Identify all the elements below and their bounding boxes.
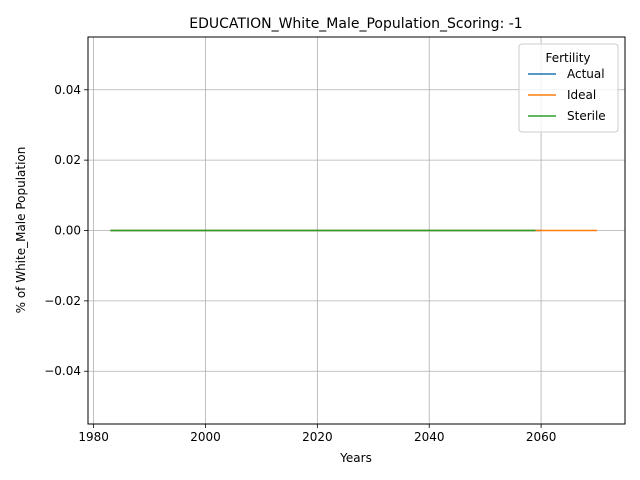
y-tick-label: 0.04 <box>54 83 81 97</box>
legend-entry-sterile: Sterile <box>528 109 606 123</box>
legend-title: Fertility <box>545 51 590 65</box>
legend-label: Actual <box>567 67 605 81</box>
legend-entries: Actual Ideal Sterile <box>528 67 606 123</box>
y-tick-label: −0.02 <box>44 294 81 308</box>
x-tick-label: 2020 <box>302 430 333 444</box>
legend-label: Ideal <box>567 88 596 102</box>
x-tick-label: 1980 <box>78 430 109 444</box>
x-axis-label: Years <box>339 451 372 465</box>
legend: Fertility Actual Ideal Sterile <box>518 43 619 133</box>
x-tick-label: 2000 <box>190 430 221 444</box>
x-tick-label: 2060 <box>526 430 557 444</box>
legend-box <box>518 43 619 133</box>
tick-layer: 1980 2000 2020 2040 2060 −0.04 −0.02 0.00 0.02 0.… <box>44 83 556 444</box>
legend-entry-actual: Actual <box>528 67 605 81</box>
chart-title: EDUCATION_White_Male_Population_Scoring:… <box>189 16 522 32</box>
y-tick-label: 0.00 <box>54 224 81 238</box>
legend-label: Sterile <box>567 109 606 123</box>
x-tick-label: 2040 <box>414 430 445 444</box>
legend-entry-ideal: Ideal <box>528 88 596 102</box>
y-axis-label: % of White_Male Population <box>14 147 28 314</box>
y-tick-label: 0.02 <box>54 153 81 167</box>
y-tick-label: −0.04 <box>44 364 81 378</box>
